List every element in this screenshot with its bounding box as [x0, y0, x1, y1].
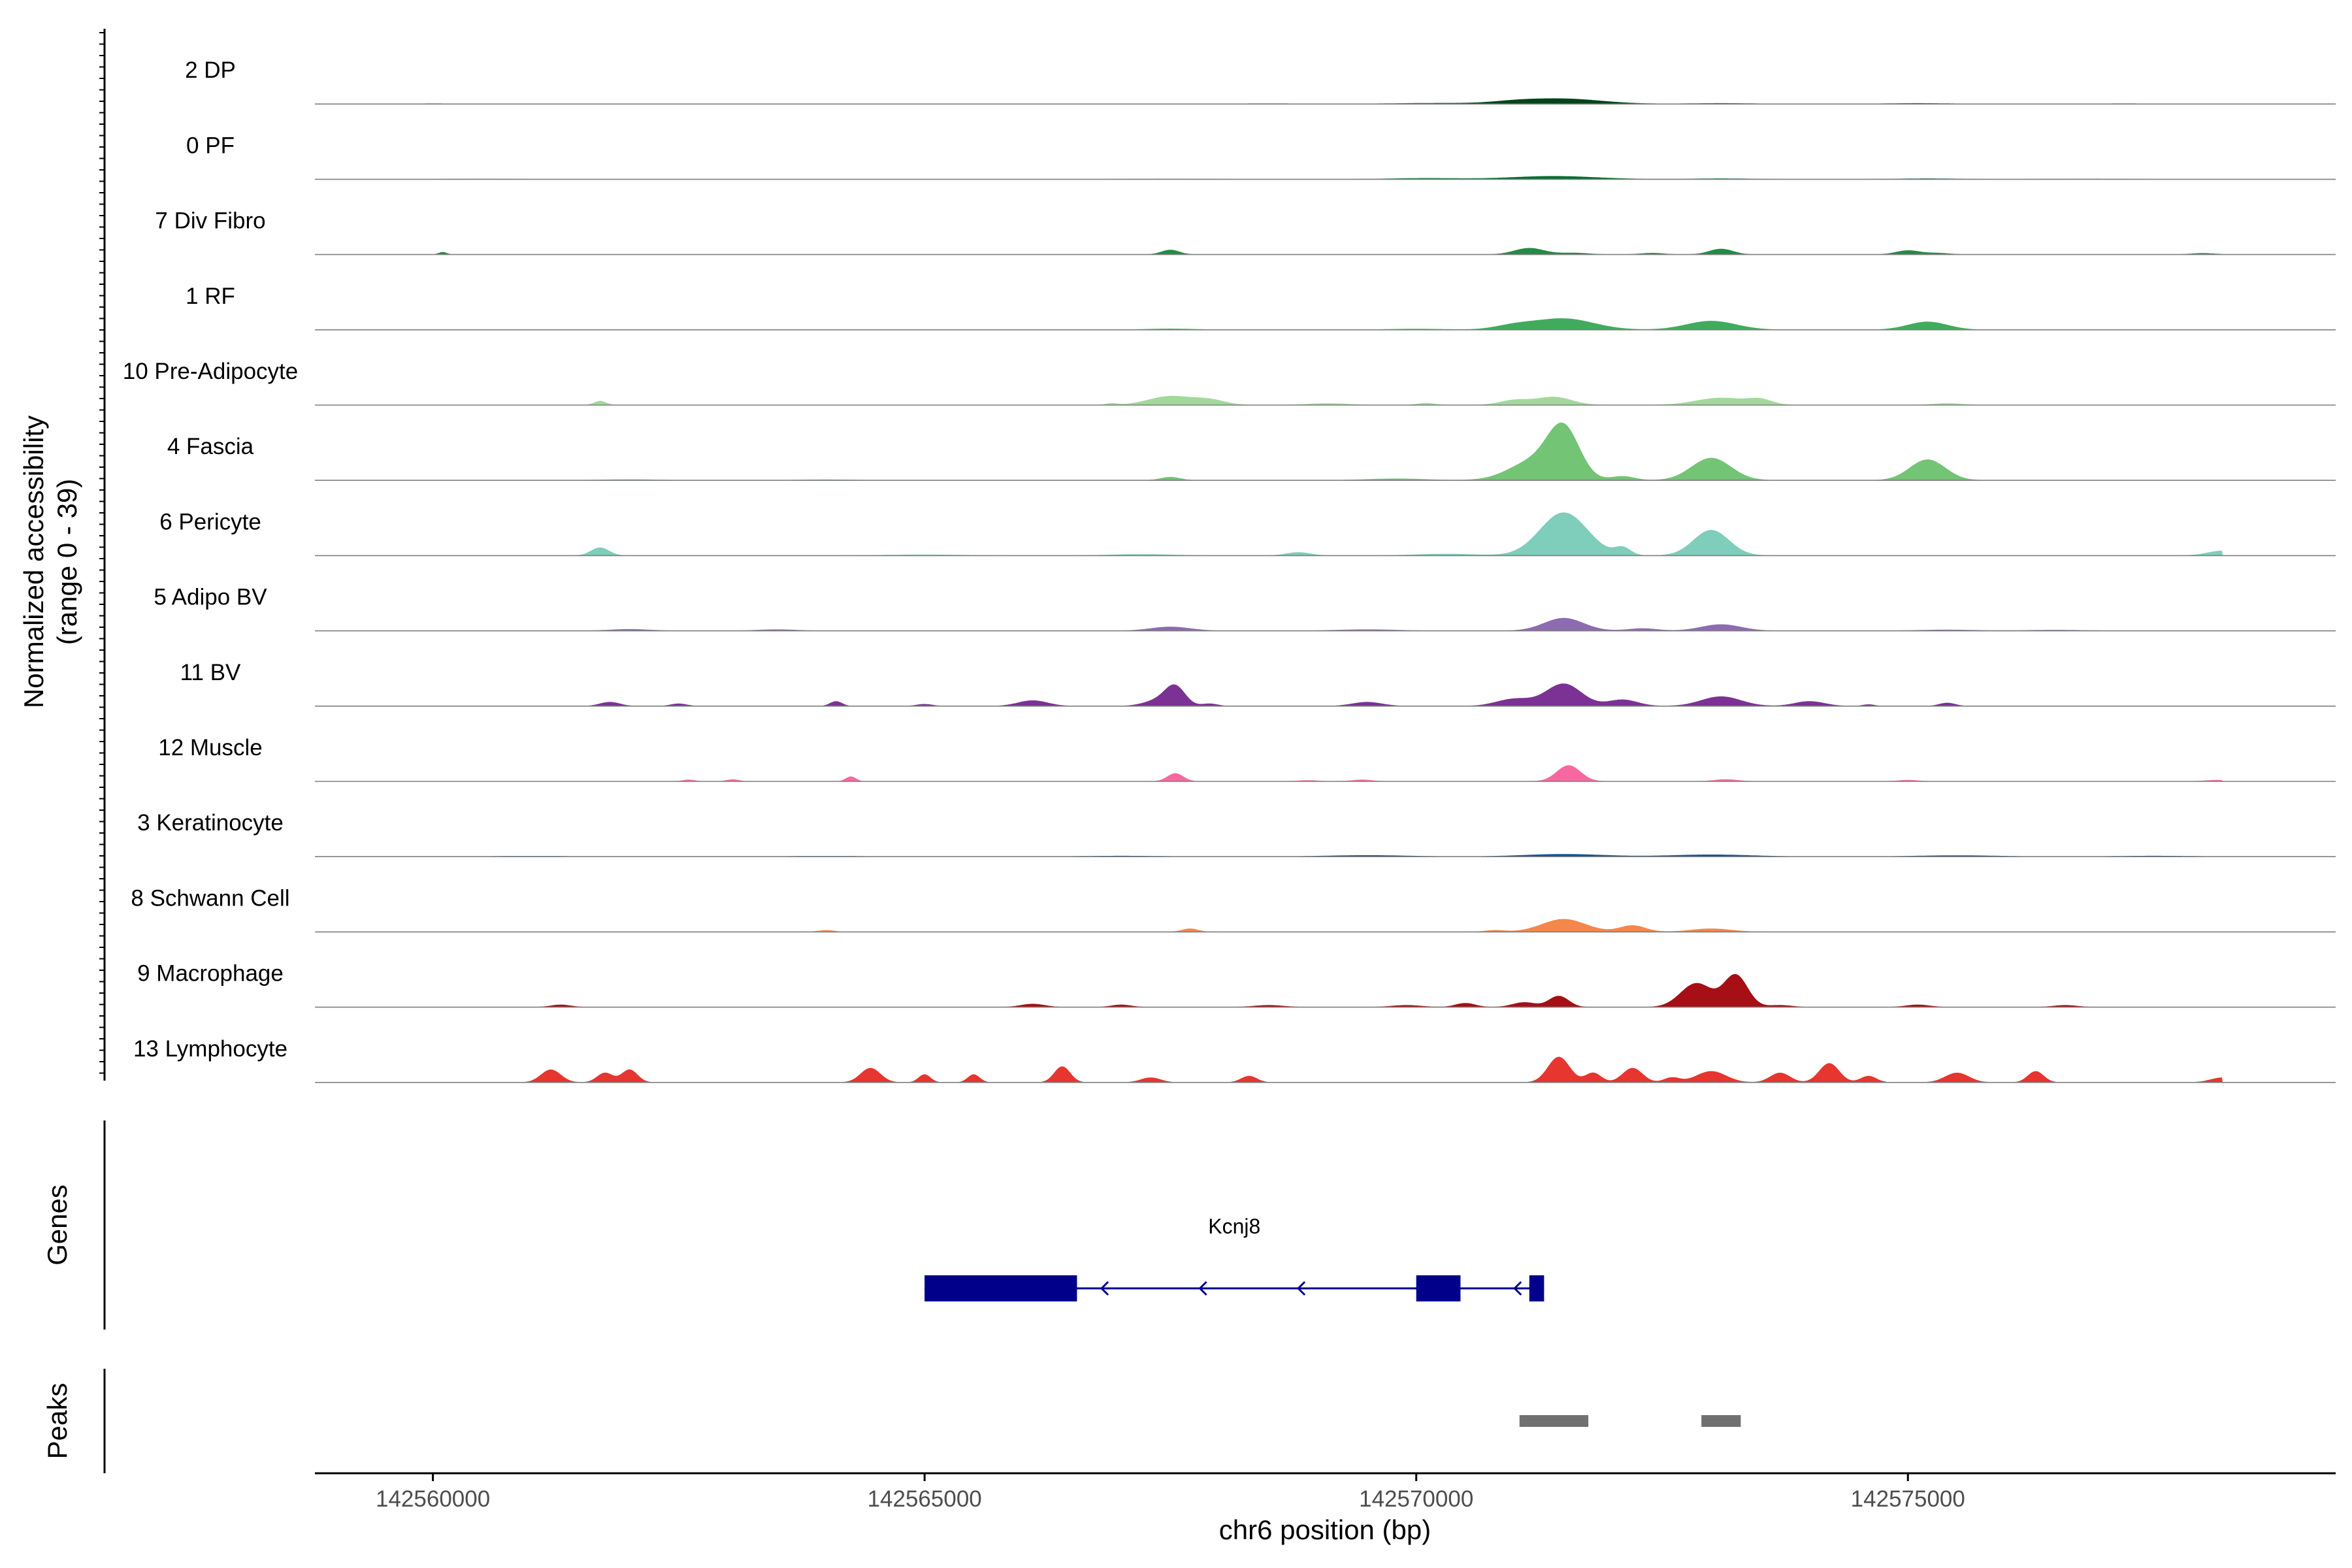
coverage-area-1-rf [413, 318, 2223, 331]
track-6-pericyte: 6 Pericyte [159, 509, 2336, 557]
coverage-area-6-pericyte [413, 512, 2223, 556]
strand-arrow [1296, 1281, 1306, 1296]
track-12-muscle: 12 Muscle [158, 735, 2336, 782]
x-tick-label: 142560000 [376, 1486, 490, 1512]
track-label-0-pf: 0 PF [186, 133, 235, 158]
track-label-8-schwann-cell: 8 Schwann Cell [131, 885, 289, 911]
track-label-7-div-fibro: 7 Div Fibro [155, 208, 265, 234]
coverage-tracks: 2 DP 0 PF 7 Div Fibro 1 RF 10 Pre-Adipocyte 4… [123, 57, 2336, 1083]
track-label-11-bv: 11 BV [180, 660, 241, 685]
coverage-area-10-pre-adipocyte [413, 395, 2223, 406]
track-label-1-rf: 1 RF [186, 284, 235, 309]
strand-arrow [1198, 1281, 1207, 1296]
track-3-keratinocyte: 3 Keratinocyte [137, 810, 2336, 857]
coverage-area-13-lymphocyte [413, 1056, 2223, 1083]
track-7-div-fibro: 7 Div Fibro [155, 208, 2336, 255]
track-label-4-fascia: 4 Fascia [167, 434, 254, 459]
track-label-9-macrophage: 9 Macrophage [137, 961, 284, 987]
x-tick-label: 142570000 [1359, 1486, 1473, 1512]
genes-panel: Genes Kcnj8 [42, 1120, 1544, 1330]
x-axis-title: chr6 position (bp) [1219, 1514, 1431, 1545]
genes-panel-label: Genes [42, 1184, 73, 1266]
track-0-pf: 0 PF [186, 133, 2336, 180]
track-1-rf: 1 RF [186, 284, 2336, 331]
peaks-panel: Peaks [42, 1369, 1741, 1473]
track-2-dp: 2 DP [185, 57, 2336, 105]
gene-exon [1529, 1275, 1544, 1301]
track-label-6-pericyte: 6 Pericyte [159, 509, 261, 534]
coverage-area-5-adipo-bv [413, 617, 2223, 631]
track-13-lymphocyte: 13 Lymphocyte [133, 1036, 2336, 1083]
x-tick-label: 142575000 [1851, 1486, 1965, 1512]
strand-arrow [1414, 1281, 1424, 1296]
track-10-pre-adipocyte: 10 Pre-Adipocyte [123, 359, 2336, 406]
strand-arrow [1513, 1281, 1522, 1296]
track-label-5-adipo-bv: 5 Adipo BV [154, 585, 267, 610]
coverage-area-7-div-fibro [413, 248, 2223, 255]
gene-label: Kcnj8 [1208, 1215, 1260, 1238]
coverage-area-12-muscle [413, 765, 2223, 782]
track-label-12-muscle: 12 Muscle [158, 735, 263, 760]
gene-exon [924, 1275, 1077, 1301]
strand-arrow [1100, 1281, 1109, 1296]
track-9-macrophage: 9 Macrophage [137, 961, 2336, 1008]
coverage-area-8-schwann-cell [413, 919, 2223, 932]
coverage-area-9-macrophage [413, 973, 2223, 1007]
peak-regions [1519, 1415, 1741, 1427]
track-11-bv: 11 BV [180, 660, 2336, 707]
coverage-area-4-fascia [413, 422, 2223, 481]
x-axis: 142560000 142565000 142570000 142575000 [315, 1472, 2336, 1512]
peak-region [1519, 1415, 1589, 1427]
x-tick-label: 142565000 [868, 1486, 982, 1512]
track-label-3-keratinocyte: 3 Keratinocyte [137, 810, 284, 836]
track-4-fascia: 4 Fascia [167, 422, 2336, 482]
y-axis-title-line1: Normalized accessibility [18, 416, 49, 708]
gene-exon [1416, 1275, 1461, 1301]
peaks-panel-label: Peaks [42, 1383, 73, 1460]
track-label-13-lymphocyte: 13 Lymphocyte [133, 1036, 287, 1062]
track-label-10-pre-adipocyte: 10 Pre-Adipocyte [123, 359, 298, 384]
coverage-area-2-dp [413, 98, 2223, 105]
track-8-schwann-cell: 8 Schwann Cell [131, 885, 2336, 933]
track-5-adipo-bv: 5 Adipo BV [154, 585, 2336, 632]
y-axis-title-line2: (range 0 - 39) [52, 479, 82, 645]
peak-region [1701, 1415, 1741, 1427]
gene-model [924, 1275, 1544, 1301]
coverage-area-11-bv [413, 683, 2223, 707]
track-label-2-dp: 2 DP [185, 57, 236, 83]
